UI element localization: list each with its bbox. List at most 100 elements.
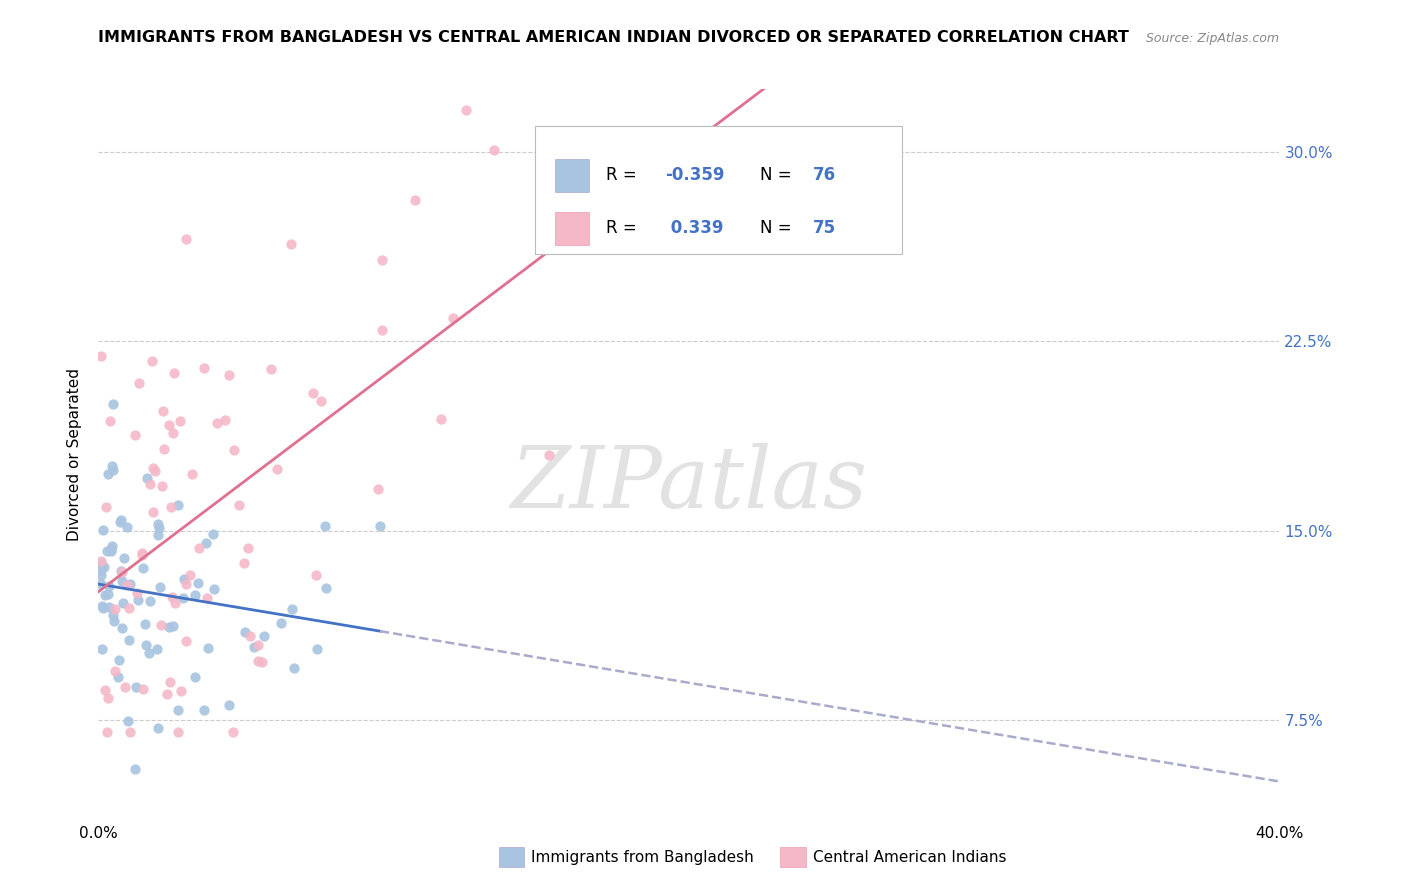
Y-axis label: Divorced or Separated: Divorced or Separated	[67, 368, 83, 541]
Point	[104, 665, 127, 679]
Point	[90, 568, 112, 582]
Point	[183, 670, 205, 684]
Point	[131, 548, 153, 562]
Point	[100, 458, 122, 473]
Point	[101, 607, 124, 622]
Point	[169, 414, 191, 428]
Point	[157, 619, 180, 633]
Point	[193, 703, 215, 717]
Point	[120, 577, 142, 591]
Point	[90, 350, 112, 364]
Point	[124, 762, 146, 776]
Point	[117, 714, 139, 728]
Point	[110, 565, 132, 579]
Point	[167, 703, 190, 717]
Point	[139, 593, 162, 607]
Point	[90, 576, 112, 591]
Point	[167, 725, 190, 739]
Point	[148, 521, 170, 535]
Point	[134, 617, 156, 632]
Bar	[555, 159, 589, 192]
Point	[159, 674, 181, 689]
Text: IMMIGRANTS FROM BANGLADESH VS CENTRAL AMERICAN INDIAN DIVORCED OR SEPARATED CORR: IMMIGRANTS FROM BANGLADESH VS CENTRAL AM…	[98, 30, 1129, 45]
Point	[120, 725, 142, 739]
Point	[90, 556, 112, 570]
Point	[404, 193, 426, 207]
Point	[132, 561, 155, 575]
Point	[118, 633, 141, 648]
Text: 75: 75	[813, 219, 837, 237]
Point	[125, 585, 148, 599]
Point	[368, 518, 391, 533]
Point	[173, 573, 195, 587]
Point	[90, 599, 112, 613]
Point	[193, 361, 215, 376]
Point	[214, 413, 236, 427]
Point	[430, 412, 453, 426]
Point	[111, 596, 134, 610]
Point	[302, 386, 325, 401]
Point	[197, 640, 219, 655]
Point	[252, 655, 274, 669]
Point	[160, 590, 183, 604]
Point	[111, 565, 134, 579]
Point	[97, 467, 120, 481]
Point	[115, 520, 138, 534]
Point	[538, 449, 561, 463]
Point	[307, 641, 329, 656]
Point	[138, 646, 160, 660]
Point	[98, 414, 121, 428]
Point	[131, 546, 153, 560]
Point	[96, 725, 118, 739]
Point	[195, 591, 218, 605]
Point	[145, 642, 167, 657]
Text: Immigrants from Bangladesh: Immigrants from Bangladesh	[531, 850, 754, 864]
Point	[283, 661, 305, 675]
Point	[280, 602, 302, 616]
Point	[146, 528, 169, 542]
Point	[484, 143, 506, 157]
Point	[222, 725, 245, 739]
Point	[238, 541, 260, 555]
Point	[174, 576, 197, 591]
Point	[163, 366, 186, 380]
Text: 0.339: 0.339	[665, 219, 724, 237]
Point	[90, 563, 112, 577]
Point	[150, 479, 173, 493]
Point	[247, 654, 270, 668]
Point	[118, 600, 141, 615]
Point	[309, 394, 332, 409]
Point	[101, 397, 124, 411]
Point	[218, 698, 240, 713]
Point	[94, 588, 117, 602]
Point	[162, 425, 184, 440]
Point	[111, 574, 134, 588]
Text: N =: N =	[759, 219, 797, 237]
Point	[162, 619, 184, 633]
Point	[142, 505, 165, 519]
Point	[305, 567, 328, 582]
Point	[128, 376, 150, 390]
Point	[108, 515, 131, 529]
Point	[146, 721, 169, 735]
Point	[153, 442, 176, 456]
Point	[114, 680, 136, 694]
Point	[146, 516, 169, 531]
Point	[371, 323, 394, 337]
Point	[93, 523, 115, 537]
Point	[93, 560, 115, 574]
Point	[135, 638, 157, 652]
Point	[100, 543, 122, 558]
Point	[233, 625, 256, 640]
Point	[155, 687, 177, 701]
Point	[169, 684, 191, 698]
Point	[270, 615, 292, 630]
Point	[181, 467, 204, 482]
Point	[218, 368, 240, 382]
Point	[141, 353, 163, 368]
Point	[247, 639, 270, 653]
Point	[194, 536, 217, 550]
Bar	[555, 212, 589, 244]
Point	[124, 428, 146, 442]
Text: Central American Indians: Central American Indians	[813, 850, 1007, 864]
